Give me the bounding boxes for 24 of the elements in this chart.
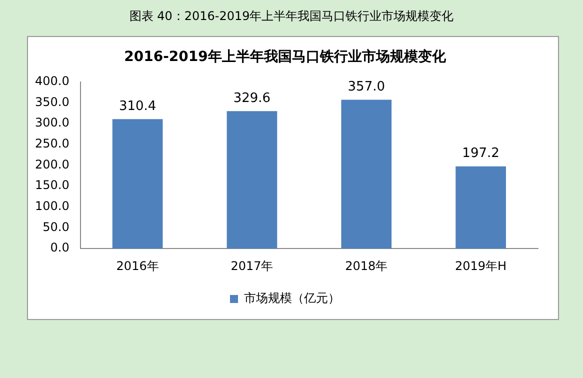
y-tick-label: 200.0: [34, 157, 70, 172]
chart-title: 图表 40：2016-2019年上半年我国马口铁行业市场规模变化: [128, 8, 455, 25]
y-tick-label: 350.0: [34, 94, 70, 109]
y-tick-label: 0.0: [50, 240, 70, 255]
y-tick-label: 50.0: [42, 220, 70, 234]
bar: [112, 119, 163, 249]
x-tick-label: 2017年: [230, 258, 274, 273]
y-tick-label: 400.0: [34, 74, 70, 88]
text: 357.0: [348, 80, 385, 95]
x-tick-label: 2019年H: [455, 258, 507, 273]
text: 310.4: [118, 99, 156, 114]
y-tick-label: 250.0: [34, 136, 70, 150]
text: 329.6: [233, 91, 271, 106]
x-tick-label: 2016年: [116, 258, 159, 273]
x-tick-label: 2018年: [345, 258, 388, 273]
legend-label: 市场规模（亿元）: [244, 291, 340, 306]
bar: [226, 111, 278, 249]
bar: [456, 166, 506, 249]
y-tick-label: 150.0: [34, 178, 70, 192]
y-tick-label: 300.0: [34, 116, 70, 130]
y-tick-label: 100.0: [34, 199, 70, 214]
text: 197.2: [462, 146, 500, 162]
chart-subtitle: 2016-2019年上半年我国马口铁行业市场规模变化: [124, 48, 447, 66]
bar: [341, 100, 392, 249]
